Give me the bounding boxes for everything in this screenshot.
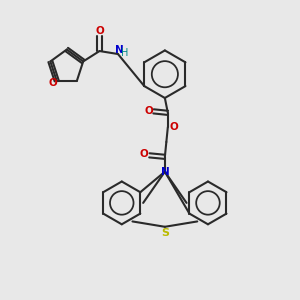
Text: N: N [115,45,124,55]
Text: O: O [169,122,178,131]
Text: N: N [161,167,170,177]
Text: H: H [121,48,128,59]
Text: O: O [95,26,104,36]
Text: O: O [144,106,153,116]
Text: O: O [49,78,58,88]
Text: O: O [140,149,149,159]
Text: S: S [161,228,169,238]
